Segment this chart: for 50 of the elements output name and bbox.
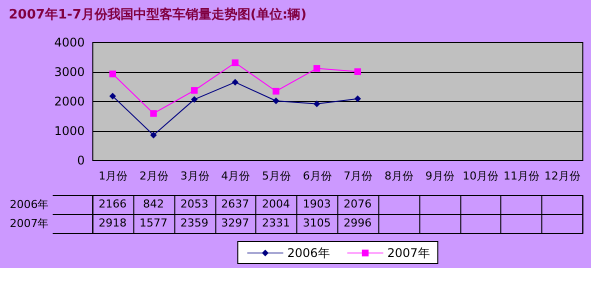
point: [272, 98, 280, 104]
x-tick-label: 4月份: [221, 170, 250, 182]
point: [354, 95, 362, 102]
data-label: 2996: [344, 216, 372, 230]
x-tick-label: 3月份: [180, 170, 210, 182]
point: [190, 96, 198, 103]
point: [109, 70, 116, 78]
text: 2006年: [10, 198, 49, 211]
data-label: 2053: [180, 198, 208, 210]
x-tick-label: 9月份: [425, 170, 454, 182]
y-tick-label: 3000: [54, 65, 85, 79]
x-tick-label: 8月份: [384, 170, 414, 182]
point: [272, 88, 280, 95]
point: [232, 59, 239, 66]
legend-label: 2006年: [287, 246, 330, 260]
x-tick-label: 10月份: [462, 170, 499, 182]
y-tick-label: 2000: [54, 94, 85, 108]
data-label: 1903: [302, 198, 331, 210]
data-label: 2637: [221, 198, 250, 210]
legend-label: 2007年: [387, 246, 430, 260]
data-label: 2166: [98, 198, 127, 210]
data-label: 1577: [140, 216, 168, 230]
point: [313, 100, 320, 108]
y-tick-label: 4000: [54, 36, 85, 50]
data-label: 2359: [180, 216, 208, 230]
y-tick-label: 0: [77, 154, 85, 168]
x-tick-label: 2月份: [140, 170, 168, 182]
data-label: 2918: [98, 216, 127, 230]
point: [190, 87, 198, 94]
point: [232, 78, 239, 86]
data-label: 842: [143, 198, 164, 210]
point: [150, 132, 157, 139]
point: [150, 110, 157, 117]
point: [354, 68, 362, 75]
data-label: 3297: [221, 216, 250, 230]
x-tick-label: 7月份: [344, 170, 373, 182]
x-tick-label: 1月份: [98, 170, 128, 182]
x-tick-label: 5月份: [262, 170, 291, 182]
text: 2007年: [10, 217, 49, 230]
data-label: 2076: [344, 198, 372, 210]
x-tick-label: 11月份: [504, 170, 540, 182]
data-label: 2004: [262, 198, 290, 210]
x-tick-label: 12月份: [544, 170, 580, 182]
point: [109, 92, 116, 100]
data-label: 2331: [262, 216, 290, 230]
data-label: 3105: [302, 216, 331, 230]
y-tick-label: 1000: [54, 124, 85, 138]
chart-title: 2007年1-7月份我国中型客车销量走势图(单位:辆): [8, 6, 307, 22]
x-tick-label: 6月份: [302, 170, 332, 182]
point: [313, 65, 320, 72]
